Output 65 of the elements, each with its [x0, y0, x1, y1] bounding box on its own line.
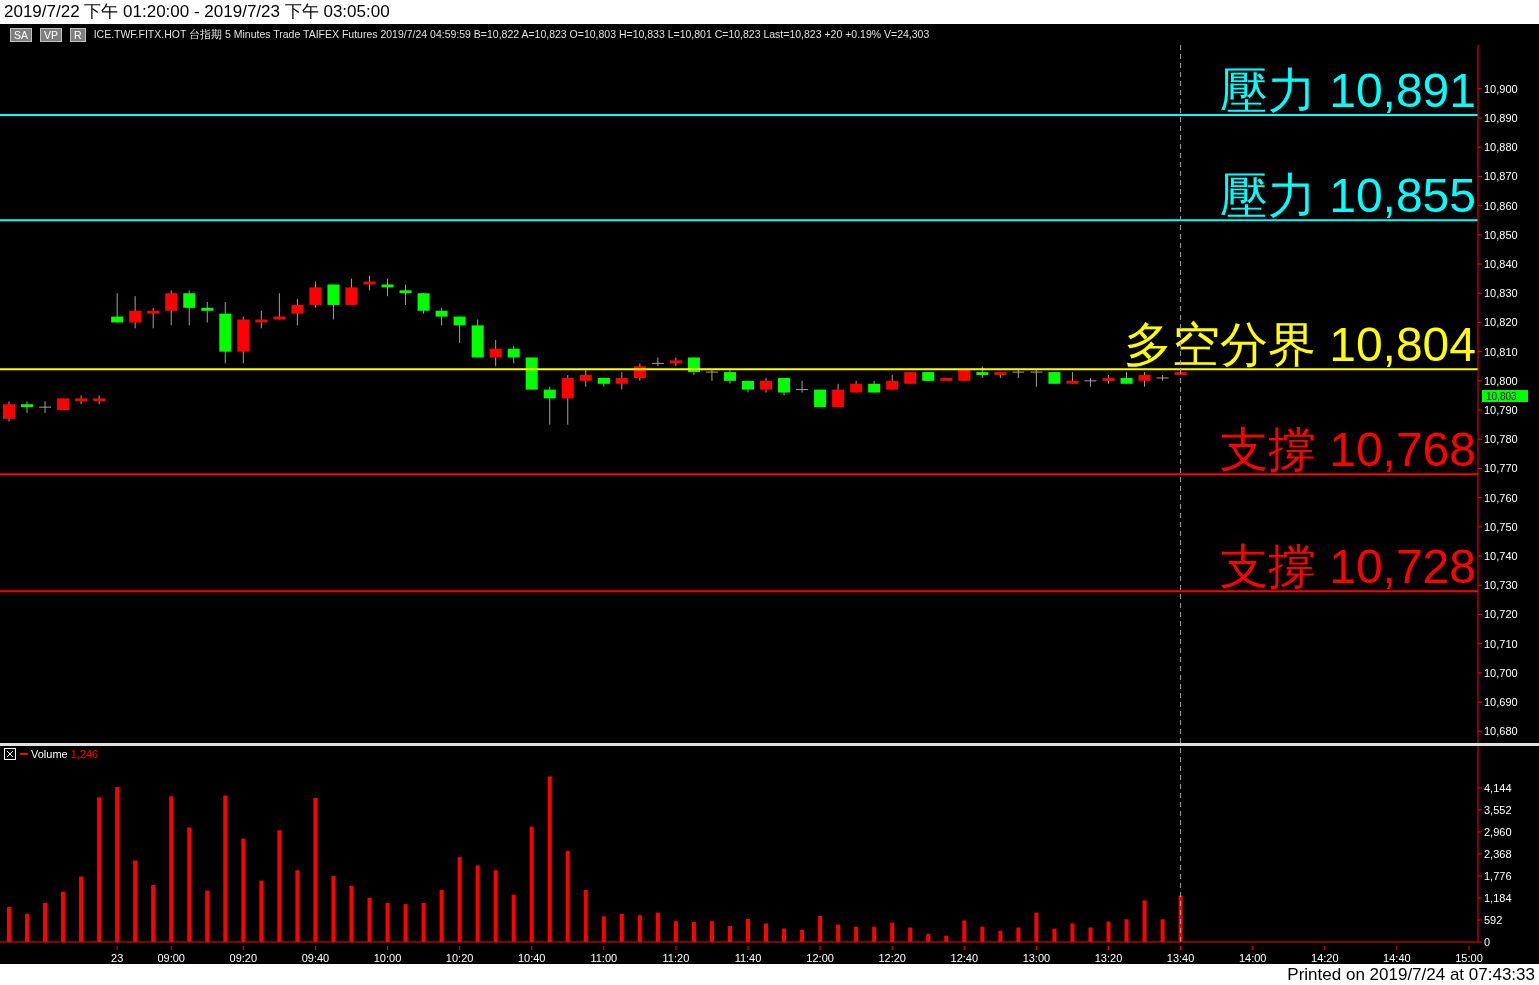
x-tick-label: 13:20 [1094, 952, 1123, 964]
y-tick-label: 10,900 [1484, 82, 1518, 95]
y-tick-label: 10,870 [1484, 170, 1518, 183]
ref-line-label: 支撐 10,768 [1219, 423, 1476, 477]
text: R [70, 28, 86, 42]
y-tick-label: 0 [1484, 935, 1491, 948]
y-tick-label: 10,710 [1484, 637, 1518, 650]
text: VP [40, 28, 63, 42]
y-tick-label: 10,770 [1484, 462, 1518, 475]
y-tick-label: 10,740 [1484, 549, 1518, 562]
y-tick-label: 10,720 [1484, 608, 1518, 621]
legend-label: Volume [31, 748, 68, 760]
y-tick-label: 10,830 [1484, 287, 1518, 300]
x-tick-label: 14:00 [1238, 952, 1267, 964]
y-tick-label: 10,820 [1484, 316, 1518, 329]
y-tick-label: 10,760 [1484, 491, 1518, 504]
chart-title: 2019/7/22 下午 01:20:00 - 2019/7/23 下午 03:05:00 [0, 0, 1539, 24]
y-tick-label: 4,144 [1484, 781, 1512, 794]
x-tick-label: 10:40 [517, 952, 546, 964]
x-tick-label: 14:40 [1383, 952, 1411, 964]
x-tick-label: 14:20 [1311, 952, 1339, 964]
y-tick-label: 10,890 [1484, 111, 1518, 124]
y-tick-label: 3,552 [1484, 803, 1512, 816]
ref-line-label: 支撐 10,728 [1219, 540, 1476, 594]
y-tick-label: 1,776 [1484, 869, 1512, 882]
x-tick-label: 13:00 [1022, 952, 1051, 964]
x-tick-label: 15:00 [1455, 952, 1483, 964]
y-tick-label: 10,680 [1484, 725, 1518, 738]
x-tick-label: 12:00 [806, 952, 834, 964]
x-tick-label: 09:20 [229, 952, 258, 964]
y-tick-label: 10,850 [1484, 228, 1518, 241]
y-tick-label: 10,800 [1484, 374, 1518, 387]
x-tick-label: 11:00 [590, 952, 618, 964]
text: SA [10, 28, 33, 42]
y-tick-label: 10,880 [1484, 141, 1518, 154]
ref-line-label: 壓力 10,891 [1219, 64, 1476, 118]
y-tick-label: 10,860 [1484, 199, 1518, 212]
x-tick-label: 10:20 [445, 952, 474, 964]
x-tick-label: 10:00 [373, 952, 402, 964]
y-tick-label: 10,840 [1484, 257, 1518, 270]
ref-line-label: 多空分界 10,804 [1123, 318, 1476, 372]
text: Printed on 2019/7/24 at 07:43:33 [0, 964, 1539, 985]
y-tick-label: 10,780 [1484, 433, 1518, 446]
text: 10,803 [1482, 390, 1528, 403]
y-tick-label: 10,810 [1484, 345, 1518, 358]
y-tick-label: 10,700 [1484, 666, 1518, 679]
x-tick-label: 23 [111, 952, 124, 964]
ref-line-label: 壓力 10,855 [1219, 169, 1476, 223]
x-tick-label: 12:40 [950, 952, 979, 964]
y-tick-label: 2,368 [1484, 847, 1512, 860]
x-tick-label: 11:40 [734, 952, 762, 964]
y-tick-label: 10,790 [1484, 403, 1518, 416]
y-tick-label: 592 [1484, 913, 1503, 926]
x-tick-label: 09:40 [301, 952, 330, 964]
x-tick-label: 12:20 [878, 952, 906, 964]
chart-subtitle: ICE.TWF.FITX.HOT 台指期 5 Minutes Trade TAIFEX Futures 2019/7/24 04:59:59 B=10,822 A=10,823 O=10,803 H=10,833 L=10,801 C=10,823 Last=10,823 +20 +0.19% V=24,303 [93, 28, 930, 42]
y-tick-label: 2,960 [1484, 825, 1512, 838]
x-tick-label: 13:40 [1166, 952, 1195, 964]
x-tick-label: 11:20 [662, 952, 690, 964]
y-tick-label: 10,690 [1484, 696, 1518, 709]
annotation: 1,246 [70, 748, 99, 760]
y-tick-label: 10,750 [1484, 520, 1518, 533]
x-tick-label: 09:00 [157, 952, 185, 964]
y-tick-label: 10,730 [1484, 579, 1518, 592]
y-tick-label: 1,184 [1484, 891, 1512, 904]
